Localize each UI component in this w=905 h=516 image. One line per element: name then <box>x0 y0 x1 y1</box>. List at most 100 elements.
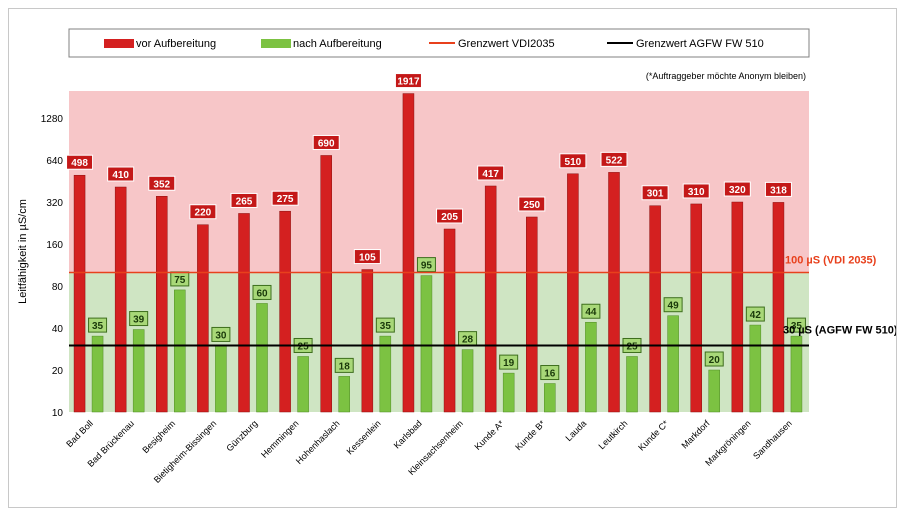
value-label-box-nach <box>581 303 601 319</box>
value-label-box-vor <box>189 204 217 220</box>
value-label-nach: 19 <box>503 358 515 369</box>
value-label-nach: 30 <box>215 330 227 341</box>
y-tick-label: 40 <box>52 324 64 335</box>
bar-vor <box>197 224 209 413</box>
x-tick-label: Leutkirch <box>597 418 630 451</box>
value-label-box-vor <box>230 192 258 208</box>
value-label-nach: 39 <box>133 315 145 326</box>
value-label-box-vor <box>353 249 381 265</box>
value-label-box-nach <box>211 326 231 342</box>
x-tick-label: Kunde C* <box>636 418 671 453</box>
value-label-vor: 522 <box>606 155 623 166</box>
x-tick-label: Kessenlein <box>345 418 383 456</box>
reference-lines: 100 µS (VDI 2035) 30 µS (AGFW FW 510) <box>69 254 896 347</box>
value-label-box-vor <box>312 134 340 150</box>
bar-nach <box>132 329 145 413</box>
bar-nach <box>585 321 597 413</box>
bar-vor <box>73 174 86 413</box>
value-label-box-nach <box>88 317 108 333</box>
value-label-nach: 18 <box>339 361 351 372</box>
chart-frame: vor Aufbereitung nach Aufbereitung Grenzwe… <box>8 8 897 508</box>
value-label-box-vor <box>436 208 464 224</box>
bar-vor <box>484 185 497 413</box>
y-tick-label: 1280 <box>41 114 64 125</box>
bar-vor <box>114 186 127 413</box>
value-label-box-vor <box>682 183 710 199</box>
value-label-vor: 265 <box>236 196 253 207</box>
bar-vor <box>320 155 332 413</box>
legend-swatch-vor <box>104 39 134 48</box>
value-label-vor: 410 <box>112 170 129 181</box>
y-axis-ticks: 10 20 40 80 160 320 640 1280 <box>41 114 64 419</box>
value-label-nach: 35 <box>92 321 104 332</box>
value-label-vor: 220 <box>195 208 212 219</box>
bar-vor <box>649 205 661 413</box>
bar-vor <box>731 201 744 413</box>
bar-vor <box>156 196 168 413</box>
x-tick-label: Lauda <box>564 418 589 443</box>
value-label-vor: 275 <box>277 194 294 205</box>
value-label-nach: 60 <box>256 288 268 299</box>
value-label-box-vor <box>66 154 94 170</box>
bars: 498 35 410 39 352 75 220 30 265 60 275 25 690 18 105 35… <box>66 73 806 413</box>
x-tick-label: Besigheim <box>140 418 177 455</box>
x-tick-label: Sandhausen <box>751 418 794 461</box>
y-tick-label: 320 <box>46 198 63 209</box>
value-label-vor: 250 <box>523 200 540 211</box>
value-label-nach: 25 <box>626 341 638 352</box>
x-tick-label: Hemmingen <box>259 418 300 459</box>
bar-nach <box>461 349 474 413</box>
value-label-box-nach <box>375 317 395 333</box>
bar-vor <box>238 213 250 413</box>
zones <box>69 91 809 412</box>
zone-below-limit <box>69 272 809 412</box>
bar-nach <box>379 335 392 413</box>
value-label-nach: 95 <box>421 261 433 272</box>
bar-nach <box>790 335 803 413</box>
value-label-box-nach <box>745 306 765 322</box>
value-label-box-vor <box>518 196 546 212</box>
legend: vor Aufbereitung nach Aufbereitung Grenzwe… <box>68 28 810 58</box>
bar-vor <box>526 216 538 413</box>
legend-box <box>68 28 810 58</box>
bar-nach <box>215 345 227 413</box>
value-label-box-vor <box>271 190 299 206</box>
bar-nach <box>626 356 638 413</box>
value-label-vor: 498 <box>71 158 88 169</box>
bar-nach <box>502 372 515 413</box>
x-tick-label: Günzburg <box>224 418 259 453</box>
legend-label-agfw: Grenzwert AGFW FW 510 <box>636 38 764 50</box>
bar-nach <box>297 356 309 413</box>
bar-vor <box>402 93 415 413</box>
value-label-box-nach <box>786 317 806 333</box>
bar-vor <box>690 203 702 413</box>
legend-label-nach: nach Aufbereitung <box>293 38 382 50</box>
bar-nach <box>667 315 679 413</box>
bar-vor <box>361 269 374 413</box>
conductivity-chart: vor Aufbereitung nach Aufbereitung Grenzwe… <box>17 28 896 485</box>
value-label-nach: 44 <box>585 307 597 318</box>
x-tick-label: Kunde A* <box>472 418 506 452</box>
value-label-nach: 42 <box>750 310 762 321</box>
value-label-box-nach <box>334 357 354 373</box>
bar-vor <box>443 228 456 413</box>
x-tick-label: Karlsbad <box>392 418 424 450</box>
value-label-vor: 105 <box>359 253 376 264</box>
legend-label-vor: vor Aufbereitung <box>136 38 216 50</box>
x-tick-label: Markdorf <box>679 418 712 451</box>
legend-label-vdi: Grenzwert VDI2035 <box>458 38 555 50</box>
x-tick-label: Hohenhaslach <box>294 418 342 466</box>
value-label-box-vor <box>559 153 587 169</box>
ref-label-agfw: 30 µS (AGFW FW 510) <box>783 324 896 336</box>
x-tick-label: Kunde B* <box>513 418 547 452</box>
value-label-nach: 16 <box>544 369 556 380</box>
value-label-vor: 301 <box>647 189 664 200</box>
y-axis-label: Leitfähigkeit in µS/cm <box>17 199 29 304</box>
bar-nach <box>749 324 762 413</box>
ref-label-vdi: 100 µS (VDI 2035) <box>785 254 877 266</box>
value-label-box-nach <box>129 311 149 327</box>
bar-nach <box>708 369 720 413</box>
value-label-vor: 320 <box>729 185 746 196</box>
value-label-vor: 417 <box>482 169 499 180</box>
